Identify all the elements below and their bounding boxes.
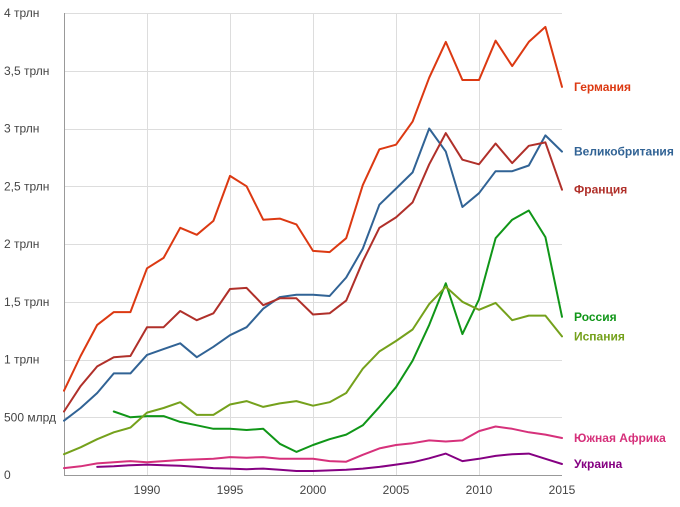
legend-label-0: Германия xyxy=(574,80,631,94)
x-tick-label: 2000 xyxy=(300,483,327,497)
series-line-6 xyxy=(96,452,563,472)
y-tick-label: 2 трлн xyxy=(4,237,39,251)
y-tick-label: 4 трлн xyxy=(4,6,39,20)
x-tick-label: 1995 xyxy=(217,483,244,497)
y-tick-label: 3 трлн xyxy=(4,122,39,136)
legend-label-3: Россия xyxy=(574,310,617,324)
x-tick-label: 2005 xyxy=(383,483,410,497)
x-tick-label: 1990 xyxy=(134,483,161,497)
y-tick-label: 1,5 трлн xyxy=(4,295,49,309)
y-tick-label: 2,5 трлн xyxy=(4,179,49,193)
series-line-4 xyxy=(63,285,563,456)
grid-layer xyxy=(64,13,562,475)
axis-layer: 0 500 млрд 1 трлн 1,5 трлн 2 трлн 2,5 трлн 3 т… xyxy=(4,6,576,497)
series-layer xyxy=(63,25,563,472)
y-tick-label: 1 трлн xyxy=(4,353,39,367)
legend-label-4: Испания xyxy=(574,329,625,343)
x-tick-label: 2015 xyxy=(549,483,576,497)
series-line-2 xyxy=(63,132,563,413)
legend-label-2: Франция xyxy=(574,183,627,197)
x-tick-label: 2010 xyxy=(466,483,493,497)
series-line-3 xyxy=(112,209,563,453)
series-line-0 xyxy=(63,25,563,392)
y-tick-label: 3,5 трлн xyxy=(4,64,49,78)
legend-label-5: Южная Африка xyxy=(574,431,666,445)
legend-label-6: Украина xyxy=(574,457,623,471)
series-line-5 xyxy=(63,425,563,470)
legend-layer: Германия Великобритания Франция Россия Испан… xyxy=(574,80,674,471)
series-line-1 xyxy=(63,127,563,422)
legend-label-1: Великобритания xyxy=(574,145,674,159)
y-tick-label: 500 млрд xyxy=(4,410,56,424)
y-tick-label: 0 xyxy=(4,468,11,482)
